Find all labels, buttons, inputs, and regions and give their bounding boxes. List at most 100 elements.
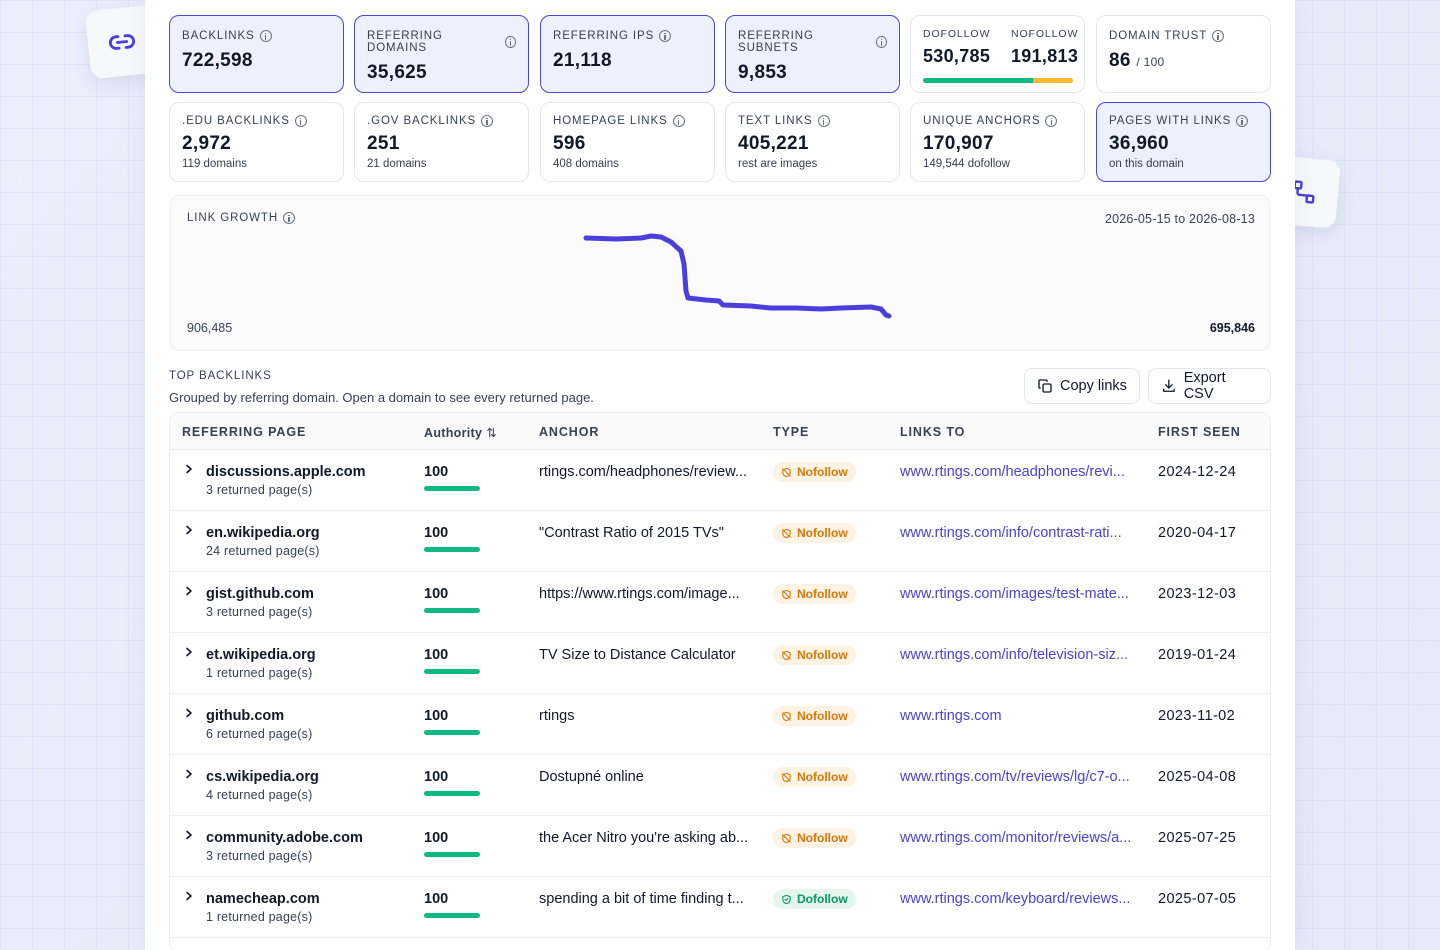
chevron-right-icon[interactable] xyxy=(184,708,194,718)
chevron-right-icon[interactable] xyxy=(184,830,194,840)
anchor-text: the Acer Nitro you're asking ab... xyxy=(539,830,749,846)
stat-pages-with-links[interactable]: PAGES WITH LINKS 36,960 on this domain xyxy=(1096,102,1271,182)
type-label: Nofollow xyxy=(797,831,848,845)
sort-icon[interactable]: ⇅ xyxy=(486,426,498,440)
type-badge: Nofollow xyxy=(773,828,856,848)
returned-pages: 1 returned page(s) xyxy=(206,910,313,924)
info-icon[interactable] xyxy=(283,212,296,224)
copy-links-button[interactable]: Copy links xyxy=(1024,368,1140,404)
chevron-right-icon[interactable] xyxy=(184,647,194,657)
referring-domain[interactable]: cs.wikipedia.org xyxy=(206,769,319,785)
shield-off-icon xyxy=(782,650,791,660)
stat-referring-ips[interactable]: REFERRING IPS 21,118 xyxy=(540,15,715,93)
stat-referring-domains[interactable]: REFERRING DOMAINS 35,625 xyxy=(354,15,529,93)
info-icon[interactable] xyxy=(659,30,672,42)
table-row[interactable]: namecheap.com 1 returned page(s) 100 spe… xyxy=(170,877,1270,938)
referring-domain[interactable]: gist.github.com xyxy=(206,586,314,602)
referring-domain[interactable]: en.wikipedia.org xyxy=(206,525,320,541)
links-to-url[interactable]: www.rtings.com/monitor/reviews/a... xyxy=(900,830,1132,846)
link-growth-min: 906,485 xyxy=(187,321,233,335)
stat-value: 21,118 xyxy=(553,50,612,71)
type-label: Nofollow xyxy=(797,709,848,723)
shield-off-icon xyxy=(782,711,791,721)
link-growth-sparkline xyxy=(583,233,892,319)
stat-label: HOMEPAGE LINKS xyxy=(553,115,668,127)
dashboard-panel: BACKLINKS 722,598 REFERRING DOMAINS 35,6… xyxy=(145,0,1295,950)
stat-value: 405,221 xyxy=(738,133,809,154)
stat-domain-trust: DOMAIN TRUST 86 / 100 xyxy=(1096,15,1271,93)
link-icon xyxy=(108,34,136,50)
stat-value: 36,960 xyxy=(1109,133,1169,154)
table-row[interactable]: et.wikipedia.org 1 returned page(s) 100 … xyxy=(170,633,1270,694)
stat-label: BACKLINKS xyxy=(182,30,255,42)
referring-domain[interactable]: github.com xyxy=(206,708,285,724)
type-label: Nofollow xyxy=(797,770,848,784)
info-icon[interactable] xyxy=(1045,115,1058,127)
chevron-right-icon[interactable] xyxy=(184,769,194,779)
links-to-url[interactable]: www.rtings.com/info/contrast-rati... xyxy=(900,525,1122,541)
chevron-right-icon[interactable] xyxy=(184,464,194,474)
authority-score: 100 xyxy=(424,769,449,785)
info-icon[interactable] xyxy=(294,115,307,127)
authority-bar xyxy=(424,547,480,552)
links-to-url[interactable]: www.rtings.com/info/television-siz... xyxy=(900,647,1129,663)
links-to-url[interactable]: www.rtings.com/tv/reviews/lg/c7-o... xyxy=(900,769,1130,785)
shield-check-icon xyxy=(782,894,791,904)
type-label: Nofollow xyxy=(797,465,848,479)
first-seen-date: 2024-12-24 xyxy=(1158,464,1237,480)
chevron-right-icon[interactable] xyxy=(184,525,194,535)
links-to-url[interactable]: www.rtings.com/images/test-mate... xyxy=(900,586,1129,602)
stat-label: UNIQUE ANCHORS xyxy=(923,115,1041,127)
top-backlinks-description: Grouped by referring domain. Open a doma… xyxy=(169,390,594,405)
table-row[interactable]: cs.wikipedia.org 4 returned page(s) 100 … xyxy=(170,755,1270,816)
authority-bar xyxy=(424,608,480,613)
stat-label: DOMAIN TRUST xyxy=(1109,30,1208,42)
table-row[interactable]: discussions.apple.com 3 returned page(s)… xyxy=(170,450,1270,511)
table-row[interactable]: gist.github.com 3 returned page(s) 100 h… xyxy=(170,572,1270,633)
table-row[interactable]: github.com 6 returned page(s) 100 rtings… xyxy=(170,694,1270,755)
referring-domain[interactable]: discussions.apple.com xyxy=(206,464,366,480)
links-to-url[interactable]: www.rtings.com xyxy=(900,708,1002,724)
col-authority[interactable]: Authority ⇅ xyxy=(424,425,497,440)
stat-value: 170,907 xyxy=(923,133,994,154)
links-to-url[interactable]: www.rtings.com/keyboard/reviews... xyxy=(900,891,1131,907)
info-icon[interactable] xyxy=(504,36,516,48)
export-csv-button[interactable]: Export CSV xyxy=(1148,368,1271,404)
table-row[interactable]: en.wikipedia.org 24 returned page(s) 100… xyxy=(170,511,1270,572)
stat-value: 9,853 xyxy=(738,62,788,83)
anchor-text: TV Size to Distance Calculator xyxy=(539,647,736,663)
info-icon[interactable] xyxy=(875,36,887,48)
info-icon[interactable] xyxy=(1212,30,1225,42)
info-icon[interactable] xyxy=(259,30,272,42)
info-icon[interactable] xyxy=(481,115,494,127)
stat-sub: 21 domains xyxy=(367,158,427,170)
info-icon[interactable] xyxy=(1236,115,1249,127)
stat-sub: 408 domains xyxy=(553,158,619,170)
referring-domain[interactable]: namecheap.com xyxy=(206,891,320,907)
col-type: TYPE xyxy=(773,425,810,439)
table-row[interactable]: community.adobe.com 3 returned page(s) 1… xyxy=(170,816,1270,877)
anchor-text: https://www.rtings.com/image... xyxy=(539,586,740,602)
chevron-right-icon[interactable] xyxy=(184,891,194,901)
link-growth-card: LINK GROWTH 2026-05-15 to 2026-08-13 906… xyxy=(170,195,1270,351)
first-seen-date: 2019-01-24 xyxy=(1158,647,1237,663)
info-icon[interactable] xyxy=(672,115,685,127)
links-to-url[interactable]: www.rtings.com/headphones/revi... xyxy=(900,464,1125,480)
anchor-text: Dostupné online xyxy=(539,769,644,785)
referring-domain[interactable]: et.wikipedia.org xyxy=(206,647,316,663)
returned-pages: 1 returned page(s) xyxy=(206,666,313,680)
follow-split-bar xyxy=(923,78,1073,83)
info-icon[interactable] xyxy=(817,115,830,127)
stat-referring-subnets[interactable]: REFERRING SUBNETS 9,853 xyxy=(725,15,900,93)
authority-score: 100 xyxy=(424,464,449,480)
chevron-right-icon[interactable] xyxy=(184,586,194,596)
stat-backlinks[interactable]: BACKLINKS 722,598 xyxy=(169,15,344,93)
authority-bar xyxy=(424,791,480,796)
type-badge: Nofollow xyxy=(773,462,856,482)
col-links-to: LINKS TO xyxy=(900,425,966,439)
referring-domain[interactable]: community.adobe.com xyxy=(206,830,363,846)
type-badge: Nofollow xyxy=(773,523,856,543)
returned-pages: 4 returned page(s) xyxy=(206,788,313,802)
returned-pages: 3 returned page(s) xyxy=(206,605,313,619)
link-growth-max: 695,846 xyxy=(1209,321,1255,335)
